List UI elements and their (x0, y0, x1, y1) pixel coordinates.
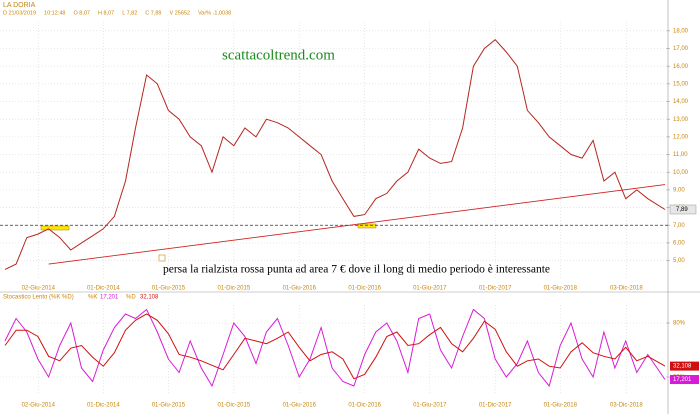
y-tick-label: 15,00 (673, 81, 689, 87)
watermark: scattacoltrend.com (222, 47, 335, 63)
x-tick-label: 01-Dic-2016 (348, 403, 381, 409)
x-tick-label: 01-Dic-2017 (479, 403, 512, 409)
header-item: H 8,07 (98, 10, 114, 16)
y-tick-label: 80% (673, 321, 686, 327)
last-value-box (670, 375, 699, 385)
y-tick-label: 6,00 (673, 240, 685, 246)
x-tick-label: 01-Giu-2015 (152, 286, 186, 292)
x-tick-label: 01-Dic-2016 (348, 286, 381, 292)
annotation-marker (158, 254, 166, 262)
last-price-label: 7,89 (676, 207, 688, 213)
x-tick-label: 01-Dic-2015 (217, 286, 250, 292)
x-tick-label: 01-Dic-2017 (479, 286, 512, 292)
highlight-box (40, 225, 70, 231)
x-tick-label: 01-Giu-2018 (544, 403, 578, 409)
legend-k-value: 17,201 (100, 295, 119, 301)
x-tick-label: 02-Giu-2014 (22, 286, 56, 292)
header-item: O 8,07 (73, 10, 90, 16)
x-tick-label: 01-Giu-2017 (413, 403, 447, 409)
last-price-box (669, 204, 697, 215)
header-item: 10:12:48 (44, 10, 65, 16)
x-tick-label: 01-Giu-2017 (413, 286, 447, 292)
header-item: V 25652 (170, 10, 191, 16)
series-line (4, 313, 666, 380)
x-tick-label: 01-Giu-2016 (283, 286, 317, 292)
series-line (4, 39, 666, 270)
y-tick-label: 13,00 (673, 117, 689, 123)
legend-d-value: 32,108 (140, 295, 159, 301)
y-tick-label: 17,00 (673, 46, 689, 52)
y-tick-label: 16,00 (673, 64, 689, 70)
last-value-box (670, 361, 699, 371)
trendline (48, 184, 666, 265)
series-line (4, 308, 666, 388)
x-tick-label: 03-Dic-2018 (610, 403, 643, 409)
y-tick-label: 7,00 (673, 223, 685, 229)
y-tick-label: 12,00 (673, 134, 689, 140)
stochastic-title: Stocastico Lento (%K %D) (3, 295, 74, 301)
y-tick-label: 9,00 (673, 187, 685, 193)
x-tick-label: 01-Giu-2015 (152, 403, 186, 409)
header-item: L 7,82 (122, 10, 137, 16)
header-item: C 7,89 (145, 10, 161, 16)
chart-title: LA DORIA (3, 2, 36, 9)
y-tick-label: 14,00 (673, 99, 689, 105)
legend-d: %D (126, 295, 136, 301)
last-value-label: 17,201 (673, 377, 692, 383)
x-tick-label: 03-Dic-2018 (610, 286, 643, 292)
legend-k: %K (88, 295, 97, 301)
x-tick-label: 02-Giu-2014 (22, 403, 56, 409)
annotation: persa la rialzista rossa punta ad area 7… (163, 264, 550, 276)
y-tick-label: 18,00 (673, 28, 689, 34)
x-tick-label: 01-Dic-2015 (217, 403, 250, 409)
x-tick-label: 01-Dic-2014 (87, 286, 120, 292)
x-tick-label: 01-Giu-2018 (544, 286, 578, 292)
header-item: Var% -1,0038 (198, 10, 231, 16)
x-tick-label: 01-Giu-2016 (283, 403, 317, 409)
highlight-box (357, 223, 377, 229)
y-tick-label: 10,00 (673, 170, 689, 176)
last-value-label: 32,108 (673, 364, 692, 370)
y-tick-label: 5,00 (673, 258, 685, 264)
y-tick-label: 11,00 (673, 152, 688, 158)
x-tick-label: 01-Dic-2014 (87, 403, 120, 409)
header-item: D 21/03/2019 (3, 10, 36, 16)
